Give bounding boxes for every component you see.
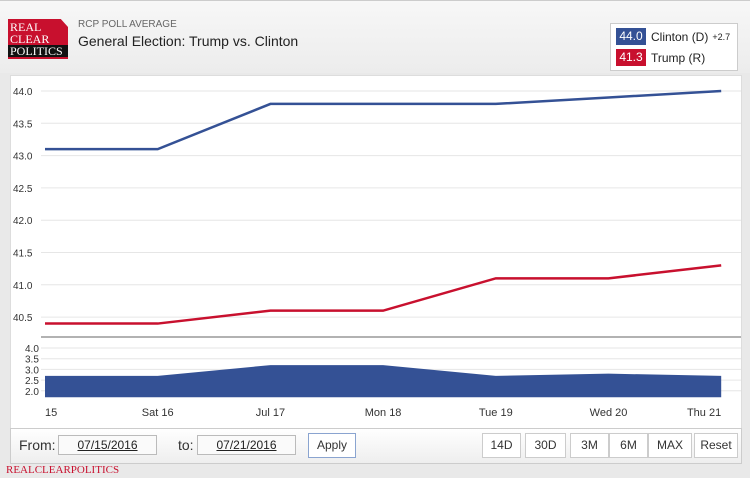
x-tick-label: Wed 20: [590, 407, 628, 419]
clinton-value: 44.0: [616, 28, 646, 45]
y-tick-label: 44.0: [13, 87, 33, 98]
range-max-button[interactable]: MAX: [648, 433, 692, 458]
clinton-label: Clinton (D): [651, 29, 709, 44]
range-30d-button[interactable]: 30D: [525, 433, 566, 458]
range-14d-button[interactable]: 14D: [482, 433, 521, 458]
y-tick-label: 42.5: [13, 184, 33, 195]
page-title: General Election: Trump vs. Clinton: [78, 33, 299, 49]
to-label: to:: [178, 437, 194, 453]
range-6m-button[interactable]: 6M: [609, 433, 648, 458]
from-label: From:: [19, 437, 56, 453]
range-controls: From: 07/15/2016 to: 07/21/2016 Apply 14…: [10, 428, 742, 464]
from-date-input[interactable]: 07/15/2016: [58, 435, 157, 455]
series-line-trump: [45, 264, 722, 325]
series-line-clinton: [45, 89, 722, 151]
apply-button[interactable]: Apply: [308, 433, 356, 458]
x-tick-label: Tue 19: [479, 407, 513, 419]
to-date-input[interactable]: 07/21/2016: [197, 435, 296, 455]
spread-y-tick-label: 2.0: [25, 387, 39, 398]
y-tick-label: 43.5: [13, 119, 33, 130]
spread-y-tick-label: 3.0: [25, 365, 39, 376]
chart-svg: 44.0 43.5 43.0 42.5 42.0 41.5 41.0 40.5 4.03.53.…: [13, 87, 741, 419]
spread-y-tick-label: 3.5: [25, 355, 39, 366]
x-tick-label: 15: [45, 407, 57, 419]
range-3m-button[interactable]: 3M: [570, 433, 609, 458]
y-tick-label: 43.0: [13, 152, 33, 163]
y-tick-label: 41.0: [13, 281, 33, 292]
footer-brand: REALCLEARPOLITICS: [6, 464, 120, 476]
spread-area: [45, 365, 722, 398]
x-tick-label: Mon 18: [365, 407, 402, 419]
chart-area: 44.0 43.5 43.0 42.5 42.0 41.5 41.0 40.5 4.0 3.5 3.…: [10, 75, 742, 429]
trump-label: Trump (R): [651, 50, 706, 65]
x-tick-label: Thu 21: [687, 407, 721, 419]
y-tick-label: 40.5: [13, 313, 33, 324]
legend-trump: 41.3 Trump (R): [616, 49, 705, 66]
y-tick-label: 41.5: [13, 249, 33, 260]
header: REAL CLEAR POLITICS RCP POLL AVERAGE Gener…: [0, 0, 750, 73]
legend: 44.0 Clinton (D) +2.7 41.3 Trump (R): [610, 23, 738, 71]
trump-value: 41.3: [616, 49, 646, 66]
spread-y-tick-label: 4.0: [25, 344, 39, 355]
subtitle: RCP POLL AVERAGE: [78, 19, 177, 30]
spread-y-tick-label: 2.5: [25, 376, 39, 387]
rcp-logo: REAL CLEAR POLITICS: [8, 19, 68, 59]
legend-clinton: 44.0 Clinton (D) +2.7: [616, 28, 730, 45]
clinton-spread: +2.7: [712, 31, 731, 42]
x-tick-label: Sat 16: [142, 407, 174, 419]
y-tick-label: 42.0: [13, 216, 33, 227]
x-tick-label: Jul 17: [256, 407, 285, 419]
reset-button[interactable]: Reset: [694, 433, 738, 458]
